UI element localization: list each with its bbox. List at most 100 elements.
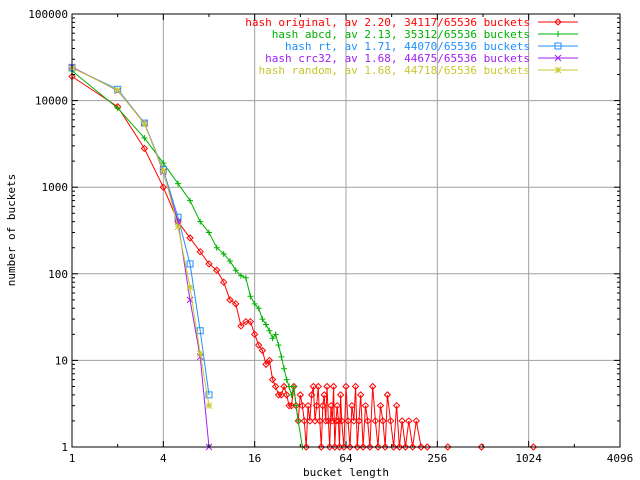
data-point <box>309 382 318 391</box>
x-tick-label: 1 <box>69 452 76 465</box>
data-point <box>344 417 352 425</box>
data-point <box>304 401 312 410</box>
data-point <box>114 105 121 112</box>
data-point <box>219 278 228 286</box>
data-point <box>327 401 335 410</box>
data-point <box>374 443 382 451</box>
data-point <box>242 274 249 281</box>
data-point <box>364 417 372 425</box>
y-tick-label: 1 <box>61 441 68 454</box>
series-line <box>71 67 210 406</box>
data-point <box>282 391 291 399</box>
y-tick-label: 10 <box>55 354 68 367</box>
data-point <box>272 331 279 338</box>
data-point <box>196 247 204 256</box>
data-point <box>285 401 293 410</box>
data-point <box>141 120 148 128</box>
data-point <box>555 31 561 37</box>
legend-marker <box>554 54 562 62</box>
legend-label: hash crc32, av 1.68, 44675/65536 buckets <box>265 52 530 65</box>
data-point <box>366 443 374 451</box>
data-point <box>348 401 356 410</box>
data-point <box>160 160 167 167</box>
data-point <box>283 376 290 383</box>
data-point <box>206 229 212 236</box>
data-point <box>398 417 406 425</box>
data-point <box>417 443 425 451</box>
data-point <box>351 382 360 391</box>
data-point <box>187 197 194 204</box>
data-point <box>251 300 258 307</box>
data-point <box>205 391 213 399</box>
y-axis-label: number of buckets <box>5 174 18 287</box>
legend-marker <box>555 31 561 37</box>
data-point <box>423 443 432 451</box>
data-point <box>114 86 122 94</box>
data-point <box>220 250 227 257</box>
data-point <box>141 134 148 141</box>
data-point <box>359 443 367 451</box>
series-1 <box>69 67 306 450</box>
data-point <box>226 258 233 265</box>
series-3 <box>68 63 213 451</box>
x-tick-label: 4096 <box>607 452 634 465</box>
data-point <box>213 244 220 251</box>
data-point <box>311 417 319 425</box>
legend-label: hash rt, av 1.71, 44070/65536 buckets <box>285 40 530 53</box>
y-tick-label: 1000 <box>42 181 69 194</box>
data-point <box>254 341 263 349</box>
data-point <box>159 167 167 175</box>
data-point <box>321 417 330 425</box>
series-group <box>68 63 538 451</box>
data-point <box>247 293 254 300</box>
data-point <box>412 417 420 425</box>
data-point <box>278 353 285 360</box>
data-point <box>197 218 204 225</box>
data-point <box>174 223 182 231</box>
data-point <box>293 402 300 409</box>
data-point <box>280 382 288 391</box>
data-point <box>258 346 267 355</box>
series-2 <box>68 64 213 399</box>
data-point <box>268 375 277 384</box>
data-point <box>295 417 302 424</box>
data-point <box>186 234 194 242</box>
data-point <box>332 417 340 425</box>
data-point <box>269 335 276 342</box>
data-point <box>320 391 328 399</box>
data-point <box>237 322 245 330</box>
y-tick-label: 10000 <box>35 95 68 108</box>
data-point <box>376 401 385 410</box>
plot-frame <box>71 13 621 448</box>
data-point <box>213 266 221 274</box>
data-point <box>277 391 286 399</box>
legend-marker <box>554 66 562 74</box>
data-point <box>271 382 280 391</box>
y-tick-label: 100000 <box>28 8 68 21</box>
data-point <box>314 382 322 391</box>
legend-label: hash random, av 1.68, 44718/65536 bucket… <box>258 64 530 77</box>
data-point <box>298 401 307 410</box>
data-point <box>316 417 324 425</box>
x-tick-label: 1024 <box>515 452 542 465</box>
data-point <box>331 443 339 451</box>
data-point <box>275 342 282 349</box>
data-point <box>312 401 321 410</box>
data-point <box>306 417 314 425</box>
data-point <box>369 382 377 391</box>
data-point <box>338 417 346 425</box>
data-point <box>395 443 404 451</box>
data-point <box>361 401 370 410</box>
data-point <box>319 401 327 410</box>
data-point <box>529 443 538 451</box>
data-point <box>554 54 562 62</box>
series-0 <box>68 72 538 451</box>
data-point <box>336 391 345 399</box>
data-point <box>250 330 259 339</box>
data-point <box>262 321 269 328</box>
legend-marker <box>554 18 562 26</box>
data-point <box>274 391 283 399</box>
data-point <box>554 66 562 74</box>
data-point <box>356 391 365 399</box>
